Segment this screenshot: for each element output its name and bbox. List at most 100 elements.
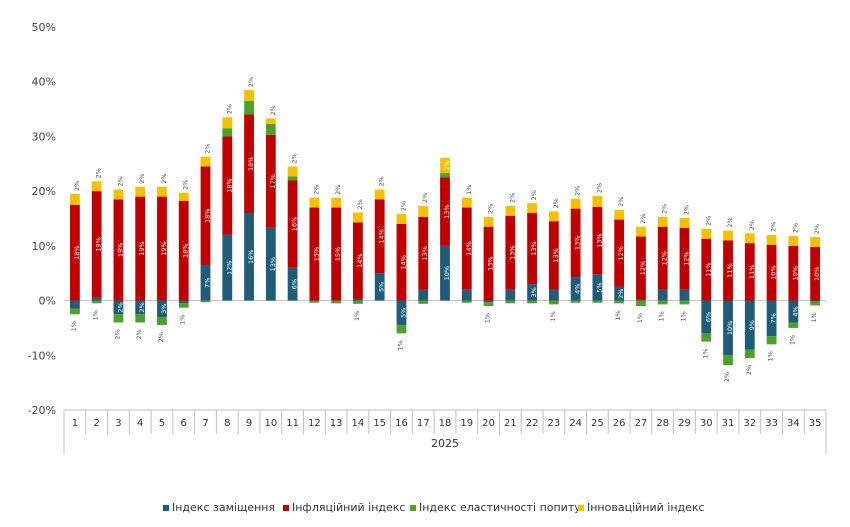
data-label: 2% — [116, 176, 124, 186]
bar-інфляційний-індекс — [723, 240, 733, 301]
x-axis: 1 2 3 4 5 6 7 8 9 10 11 12 13 14 15 16 17 18 19 20 21 22 23 24 2… — [63, 409, 827, 454]
bar-інфляційний-індекс — [461, 207, 472, 290]
bar-індекс-заміщення — [636, 299, 646, 301]
bar-інноваційний-індекс — [636, 226, 646, 237]
below-label: 1% — [701, 348, 709, 358]
data-label: 13% — [574, 236, 582, 250]
data-label: 12% — [682, 251, 690, 265]
x-tick-label: 21 — [504, 418, 517, 429]
data-label: 13% — [530, 241, 538, 255]
x-tick-label: 25 — [591, 418, 604, 429]
bar-індекс-еластичності-попиту — [178, 303, 189, 308]
y-tick-label: 0% — [39, 295, 56, 308]
data-label: 2% — [291, 153, 299, 163]
data-label: 2% — [748, 220, 756, 230]
bar-індекс-заміщення — [505, 289, 516, 301]
bar-індекс-еластичності-попиту — [309, 300, 320, 303]
bar-індекс-еластичності-попиту — [527, 300, 537, 304]
data-label: 2% — [334, 185, 342, 195]
bar-інноваційний-індекс — [396, 214, 407, 224]
bar-індекс-еластичності-попиту — [592, 300, 603, 303]
data-label: 2% — [552, 290, 560, 300]
below-label: 1% — [179, 315, 187, 325]
bar-інфляційний-індекс — [222, 136, 233, 235]
data-label: 10% — [443, 266, 451, 280]
bar-індекс-еластичності-попиту — [222, 128, 233, 137]
bar-індекс-еластичності-попиту — [701, 333, 712, 342]
x-tick-label: 20 — [482, 418, 495, 429]
x-tick-label: 10 — [264, 418, 277, 429]
data-label: 12% — [639, 261, 647, 275]
data-label: 13% — [443, 204, 451, 218]
data-label: 2% — [378, 176, 386, 186]
bar-індекс-еластичності-попиту — [113, 314, 124, 323]
bar-інноваційний-індекс — [331, 197, 342, 208]
bar-індекс-еластичності-попиту — [744, 349, 755, 359]
bar-інноваційний-індекс — [592, 196, 603, 208]
data-label: 11% — [726, 263, 734, 277]
below-label: 1% — [767, 351, 775, 361]
data-label: 7% — [770, 313, 778, 323]
bar-інноваційний-індекс — [679, 217, 690, 228]
bar-індекс-еластичності-попиту — [657, 300, 668, 305]
data-label: 2% — [247, 77, 255, 87]
bar-інноваційний-індекс — [135, 186, 146, 197]
data-label: 13% — [595, 233, 603, 247]
bar-інфляційний-індекс — [679, 227, 690, 290]
bar-індекс-заміщення — [353, 298, 363, 301]
below-label: 1% — [92, 310, 100, 320]
bar-індекс-еластичності-попиту — [505, 300, 516, 304]
legend-swatch-індекс-еластичності-попиту — [410, 505, 416, 511]
bar-індекс-еластичності-попиту — [287, 176, 298, 181]
data-label: 10% — [770, 265, 778, 279]
bar-індекс-заміщення — [527, 284, 537, 301]
y-tick-label: -20% — [28, 404, 56, 417]
data-label: 2% — [682, 205, 690, 215]
data-label: 10% — [791, 266, 799, 280]
below-label: 2% — [157, 332, 165, 342]
bar-індекс-заміщення — [548, 289, 559, 301]
below-label: 1% — [614, 310, 622, 320]
bar-інноваційний-індекс — [614, 209, 625, 220]
data-label: 2% — [356, 199, 364, 209]
data-label: 1% — [73, 300, 81, 310]
data-label: 5% — [378, 282, 386, 292]
y-tick-label: 20% — [32, 185, 56, 198]
data-label: 16% — [291, 217, 299, 231]
x-tick-label: 17 — [417, 418, 430, 429]
data-label: 19% — [116, 243, 124, 257]
x-tick-label: 23 — [547, 418, 560, 429]
x-tick-label: 27 — [635, 418, 648, 429]
bar-індекс-заміщення — [788, 300, 799, 323]
bar-інфляційний-індекс — [701, 238, 712, 301]
below-label: 1% — [788, 335, 796, 345]
bar-інфляційний-індекс — [178, 200, 189, 301]
x-tick-label: 35 — [809, 418, 822, 429]
x-tick-label: 2 — [93, 418, 99, 429]
y-tick-label: -10% — [28, 349, 56, 362]
data-label: 18% — [225, 178, 233, 192]
data-label: 2% — [116, 302, 124, 312]
data-label: 12% — [225, 261, 233, 275]
bar-індекс-заміщення — [701, 300, 712, 334]
bar-інфляційний-індекс — [396, 223, 407, 301]
data-label: 2% — [791, 223, 799, 233]
data-label: 9% — [748, 320, 756, 330]
x-tick-label: 19 — [460, 418, 473, 429]
data-label: 17% — [269, 174, 277, 188]
bar-інфляційний-індекс — [440, 177, 450, 246]
data-label: 2% — [487, 204, 495, 214]
bar-індекс-заміщення — [178, 300, 189, 304]
bar-інфляційний-індекс — [527, 213, 537, 285]
x-tick-label: 7 — [202, 418, 208, 429]
bar-інноваційний-індекс — [418, 205, 429, 217]
bar-інфляційний-індекс — [331, 207, 342, 301]
bar-індекс-еластичності-попиту — [788, 322, 799, 328]
data-label: 2% — [182, 180, 190, 190]
bar-індекс-еластичності-попиту — [418, 300, 429, 304]
data-label: 14% — [378, 229, 386, 243]
data-label: 18% — [204, 209, 212, 223]
data-label: 5% — [399, 308, 407, 318]
x-tick-label: 26 — [613, 418, 626, 429]
x-tick-label: 31 — [722, 418, 735, 429]
